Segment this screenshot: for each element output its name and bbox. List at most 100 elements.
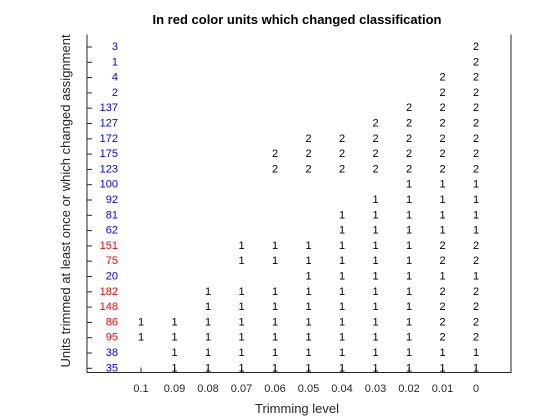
cell-value: 1: [339, 255, 345, 267]
unit-label: 182: [100, 286, 118, 298]
cell-value: 1: [272, 255, 278, 267]
cell-value: 2: [406, 133, 412, 145]
unit-label: 123: [100, 163, 118, 175]
x-tick-label: 0.01: [432, 383, 453, 395]
cell-value: 2: [439, 118, 445, 130]
cell-value: 2: [305, 163, 311, 175]
cell-value: 2: [339, 163, 345, 175]
cell-value: 2: [473, 163, 479, 175]
cell-value: 1: [339, 362, 345, 374]
cell-value: 2: [372, 133, 378, 145]
unit-labels: 3 1 4 2 137 127 172 175 123 100 92 81 62 151 75 20 182 14…: [100, 41, 118, 374]
cell-value: 1: [272, 286, 278, 298]
cell-value: 2: [372, 148, 378, 160]
x-tick-label: 0.1: [133, 383, 148, 395]
cell-value: 1: [305, 316, 311, 328]
cell-value: 1: [339, 240, 345, 252]
cell-value: 1: [238, 362, 244, 374]
unit-label: 86: [106, 316, 118, 328]
cell-value: 2: [305, 133, 311, 145]
unit-label: 100: [100, 179, 118, 191]
unit-label: 38: [106, 347, 118, 359]
cell-value: 2: [406, 102, 412, 114]
cell-value: 2: [406, 118, 412, 130]
cell-value: 2: [473, 286, 479, 298]
cell-value: 1: [339, 209, 345, 221]
cell-value: 1: [372, 194, 378, 206]
cell-value: 2: [439, 72, 445, 84]
cell-value: 2: [439, 332, 445, 344]
cell-value: 1: [138, 316, 144, 328]
cell-value: 1: [439, 179, 445, 191]
cell-value: 2: [372, 118, 378, 130]
cell-value: 2: [473, 148, 479, 160]
cell-value: 1: [439, 194, 445, 206]
cell-value: 1: [272, 332, 278, 344]
unit-label: 35: [106, 362, 118, 374]
cell-value: 1: [473, 362, 479, 374]
cell-value: 2: [473, 240, 479, 252]
cell-value: 1: [205, 332, 211, 344]
cell-value: 2: [439, 87, 445, 99]
x-tick-labels: 0.1 0.09 0.08 0.07 0.06 0.05 0.04 0.03 0.02 0.01 0: [133, 383, 479, 395]
x-tick-label: 0.04: [331, 383, 352, 395]
cell-value: 1: [238, 255, 244, 267]
cell-value: 1: [238, 347, 244, 359]
cell-value: 1: [439, 209, 445, 221]
cell-value: 1: [339, 301, 345, 313]
cell-value: 1: [439, 271, 445, 283]
cell-value: 1: [372, 225, 378, 237]
unit-label: 151: [100, 240, 118, 252]
cell-value: 1: [238, 332, 244, 344]
cell-value: 2: [339, 133, 345, 145]
cell-value: 2: [439, 301, 445, 313]
cell-value: 1: [372, 347, 378, 359]
cell-value: 1: [171, 362, 177, 374]
cell-value: 1: [473, 194, 479, 206]
cell-value: 2: [439, 148, 445, 160]
cell-value: 2: [272, 163, 278, 175]
cell-value: 1: [272, 240, 278, 252]
cell-value: 2: [439, 102, 445, 114]
x-tick-label: 0.09: [164, 383, 185, 395]
cell-value: 2: [473, 56, 479, 68]
unit-label: 4: [112, 72, 118, 84]
cell-value: 1: [305, 301, 311, 313]
cell-value: 2: [439, 255, 445, 267]
x-tick-label: 0.07: [231, 383, 252, 395]
unit-label: 3: [112, 41, 118, 53]
cell-value: 2: [439, 240, 445, 252]
unit-label: 148: [100, 301, 118, 313]
cell-value: 1: [171, 347, 177, 359]
cell-value: 1: [238, 316, 244, 328]
cell-value: 1: [305, 362, 311, 374]
cell-value: 1: [238, 240, 244, 252]
axis-frame: [86, 34, 512, 373]
unit-label: 81: [106, 209, 118, 221]
cell-value: 1: [339, 286, 345, 298]
cell-value: 1: [138, 332, 144, 344]
cell-value: 1: [406, 179, 412, 191]
cell-value: 2: [305, 148, 311, 160]
cell-value: 2: [473, 255, 479, 267]
cell-value: 2: [372, 163, 378, 175]
cell-values: 2 2 2 2 2 2 2 2 2 2 2 2 2 2 2 2 2 2 2 2 2 2 2 2 2 2 2 2 2 2 2 2 2 1 1 1 1 1 1 1…: [138, 41, 479, 374]
cell-value: 1: [406, 271, 412, 283]
cell-value: 2: [439, 163, 445, 175]
cell-value: 1: [339, 271, 345, 283]
unit-label: 75: [106, 255, 118, 267]
tick-marks: [87, 46, 477, 373]
cell-value: 1: [171, 332, 177, 344]
cell-value: 1: [406, 362, 412, 374]
cell-value: 1: [473, 209, 479, 221]
cell-value: 2: [473, 316, 479, 328]
unit-label: 172: [100, 133, 118, 145]
cell-value: 1: [406, 316, 412, 328]
cell-value: 1: [473, 179, 479, 191]
cell-value: 1: [305, 347, 311, 359]
cell-value: 1: [439, 362, 445, 374]
cell-value: 1: [171, 316, 177, 328]
x-tick-label: 0.02: [398, 383, 419, 395]
cell-value: 2: [473, 118, 479, 130]
